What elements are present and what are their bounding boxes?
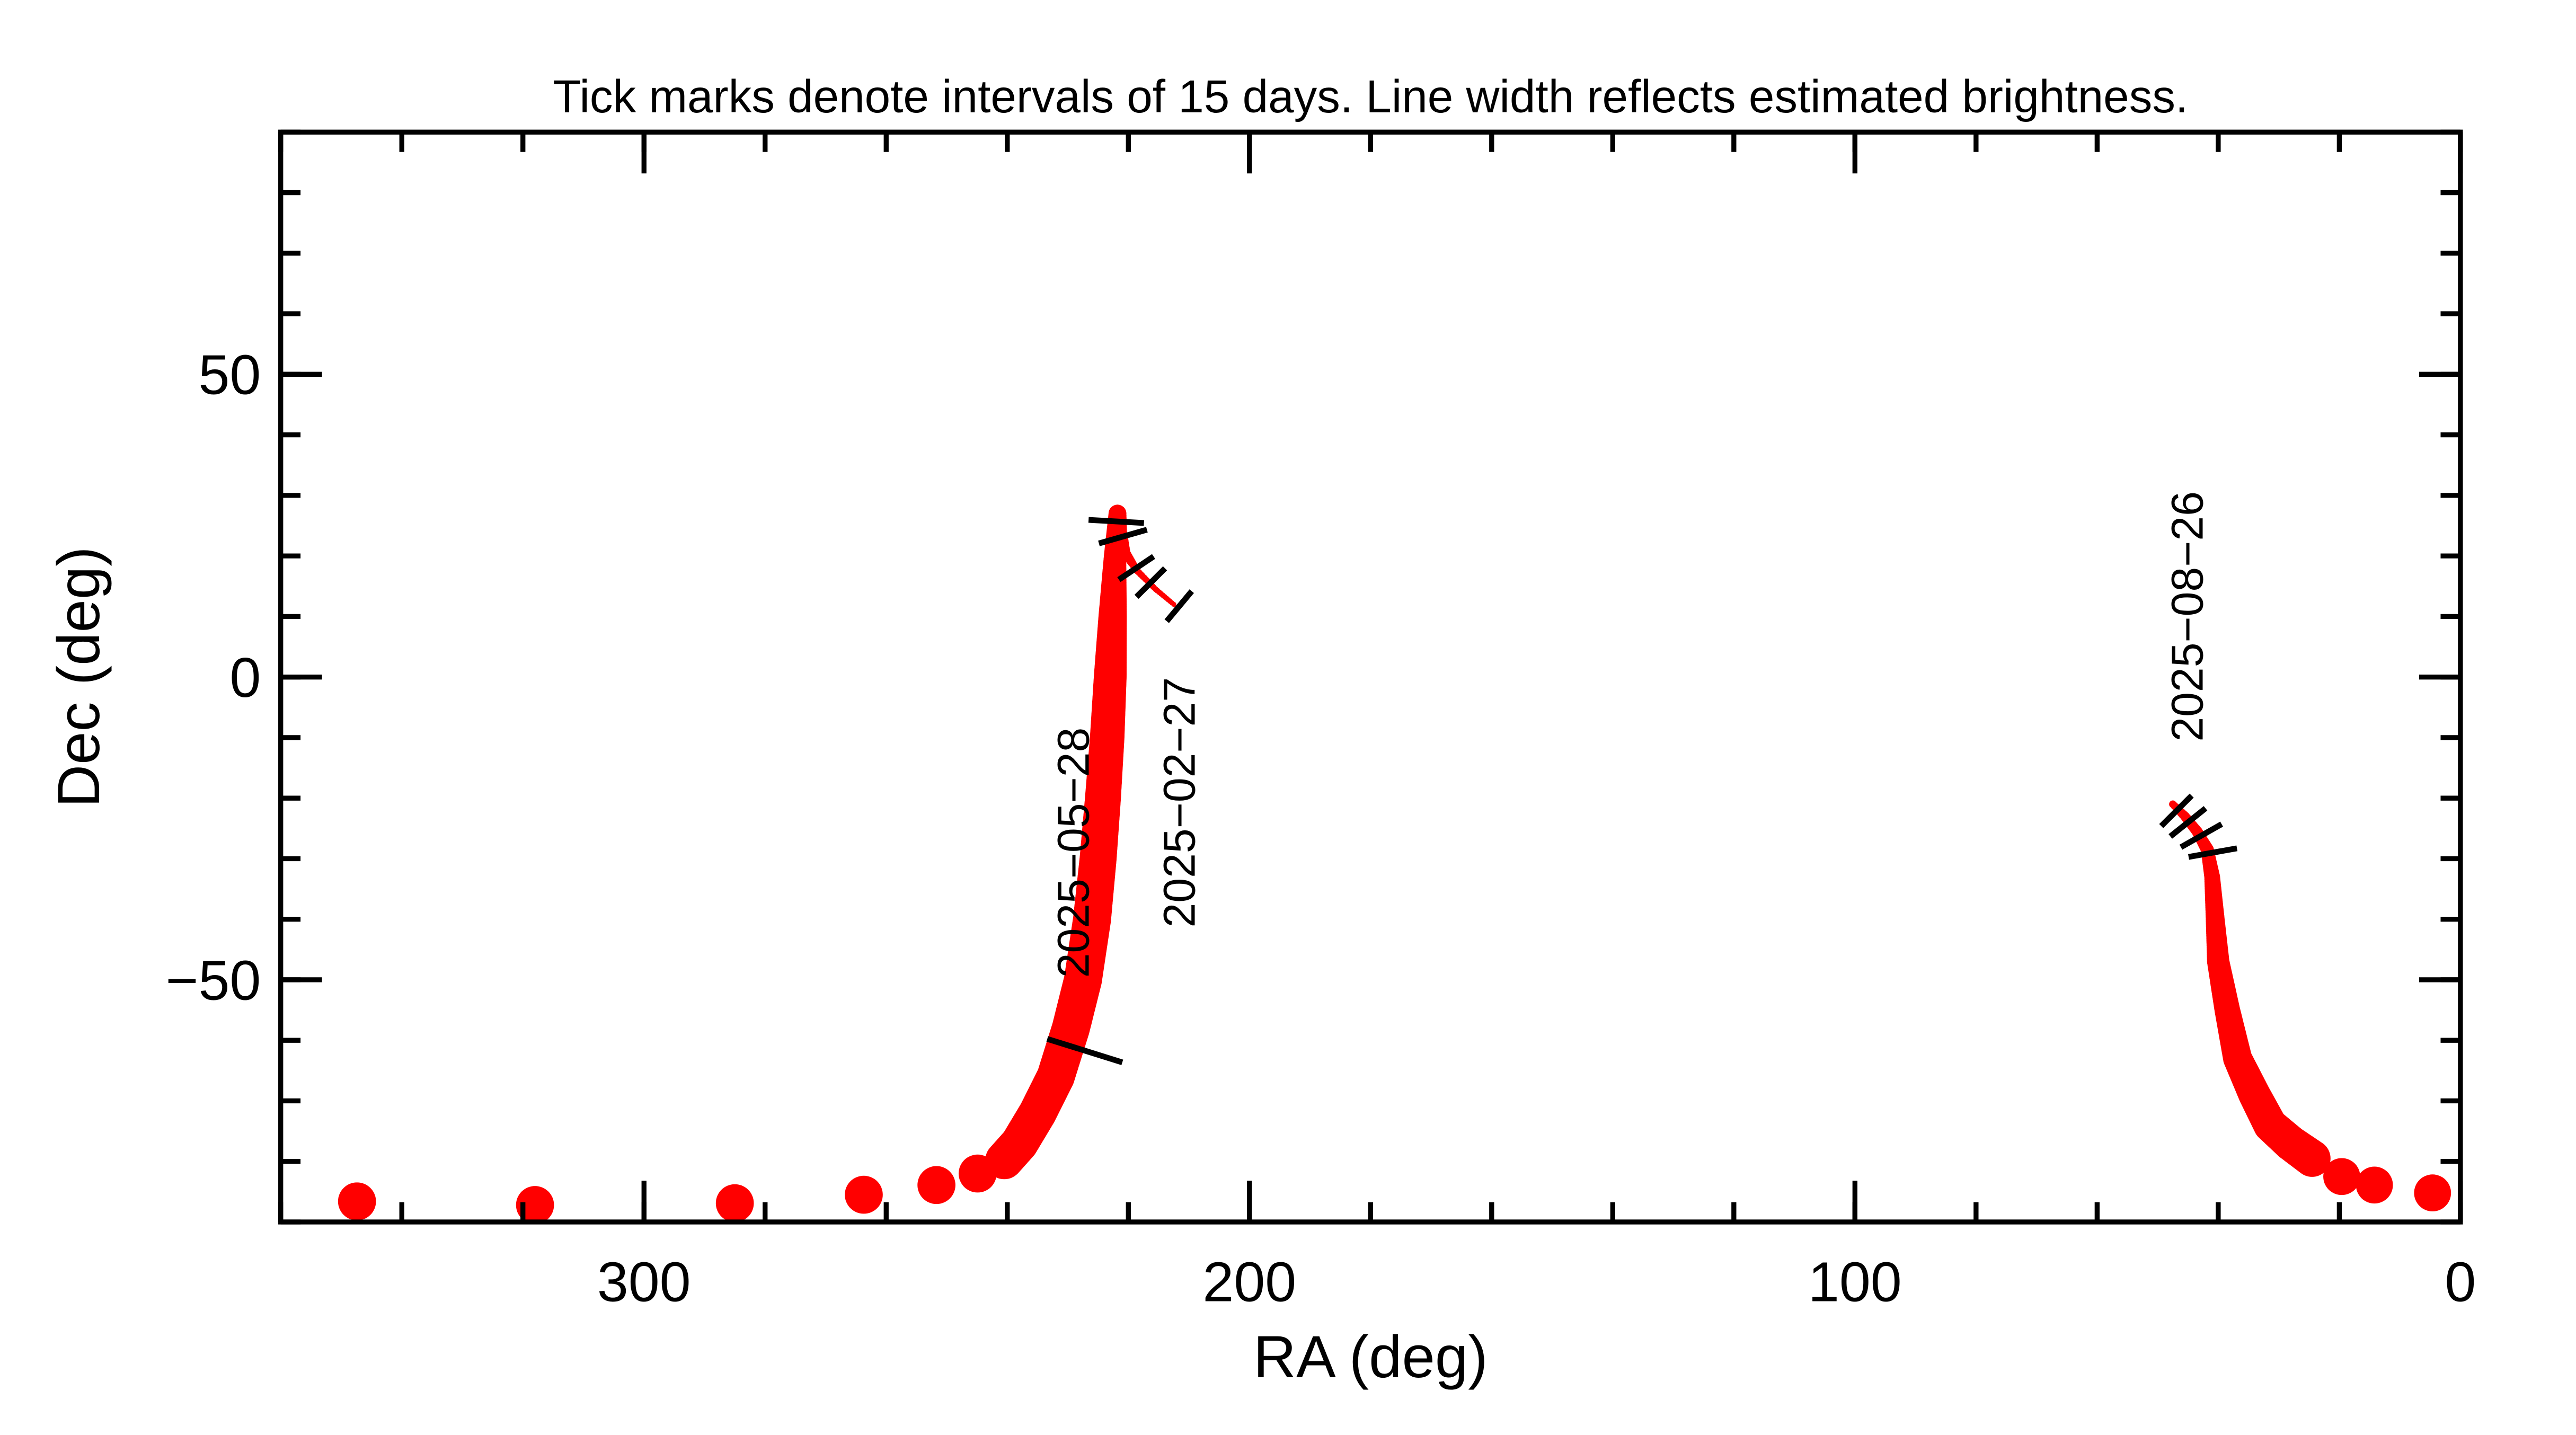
interval-tick-mark (1134, 566, 1167, 599)
track-sample-dot (2323, 1158, 2360, 1195)
interval-tick-mark (1098, 527, 1148, 546)
plot-frame (278, 129, 2463, 1225)
y-tick-label: 50 (198, 344, 261, 406)
interval-tick-layer (1046, 517, 2238, 1065)
interval-tick-mark (2179, 821, 2224, 850)
x-tick-label: 200 (1202, 1251, 1296, 1314)
track-layer (338, 504, 2451, 1224)
interval-tick-mark (1117, 554, 1155, 582)
axis-layer: 300 200 100 0 50 0 −50 (166, 129, 2476, 1314)
interval-tick-mark (1046, 1036, 1123, 1065)
y-tick-label: 0 (229, 646, 261, 709)
y-axis-label: Dec (deg) (45, 546, 112, 808)
interval-tick-mark (2159, 793, 2194, 828)
track-sample-dot (516, 1186, 554, 1224)
interval-tick-mark (1088, 517, 1145, 526)
interval-tick-mark (1164, 589, 1194, 623)
date-annotation: 2025−02−27 (1154, 677, 1204, 928)
x-axis-label: RA (deg) (1253, 1323, 1488, 1390)
track-sample-dot (338, 1182, 376, 1220)
track-sample-dot (958, 1154, 997, 1193)
date-annotation: 2025−08−26 (2163, 491, 2212, 742)
chart-title: Tick marks denote intervals of 15 days. … (553, 71, 2188, 122)
y-tick-label: −50 (166, 949, 261, 1012)
x-tick-label: 300 (597, 1251, 691, 1314)
track-sample-dot (2414, 1174, 2451, 1212)
interval-tick-mark (2188, 845, 2238, 860)
track-sample-dot (2356, 1166, 2393, 1204)
track-sample-dot (845, 1175, 883, 1214)
date-annotation: 2025−05−28 (1048, 728, 1098, 978)
x-tick-label: 100 (1808, 1251, 1902, 1314)
track-sample-dot (917, 1166, 955, 1204)
track-sample-dot (715, 1184, 754, 1223)
annotation-layer: 2025−02−27 2025−05−28 2025−08−26 (1048, 491, 2212, 978)
interval-tick-mark (2168, 806, 2208, 839)
x-tick-label: 0 (2445, 1251, 2476, 1314)
track-point (2294, 1140, 2331, 1177)
